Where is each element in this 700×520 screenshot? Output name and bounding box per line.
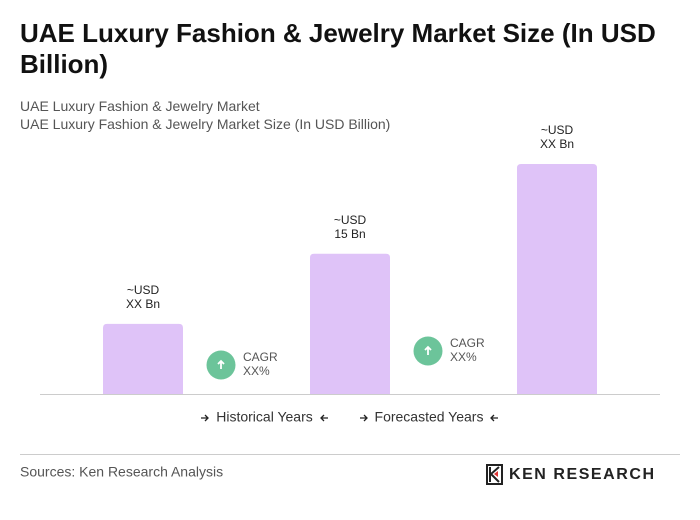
cagr-label: XX% bbox=[243, 364, 270, 378]
value-label: 15 Bn bbox=[334, 227, 365, 241]
legend-arrows bbox=[201, 414, 498, 422]
logo-icon bbox=[486, 464, 503, 485]
bar bbox=[517, 164, 597, 394]
cagr-label: CAGR bbox=[450, 336, 485, 350]
chart-title: UAE Luxury Fashion & Jewelry Market Size… bbox=[20, 18, 656, 79]
source: Sources: Ken Research Analysis bbox=[20, 464, 223, 480]
value-label: ~USD bbox=[541, 123, 574, 137]
bar bbox=[103, 323, 183, 394]
value-label: ~USD bbox=[127, 283, 160, 297]
cagr-arrow bbox=[424, 345, 432, 355]
cagr-arrow bbox=[217, 359, 225, 369]
value-label: ~USD bbox=[334, 213, 367, 227]
period-label: Forecasted Years bbox=[375, 409, 484, 425]
subtitle: UAE Luxury Fashion & Jewelry Market bbox=[20, 98, 260, 114]
bar bbox=[310, 253, 390, 394]
value-label: XX Bn bbox=[126, 297, 160, 311]
subtitle: UAE Luxury Fashion & Jewelry Market Size… bbox=[20, 116, 391, 132]
cagr-label: XX% bbox=[450, 350, 477, 364]
period-label: Historical Years bbox=[216, 409, 313, 425]
logo: KEN RESEARCH bbox=[509, 466, 654, 483]
cagr-label: CAGR bbox=[243, 350, 278, 364]
value-label: XX Bn bbox=[540, 137, 574, 151]
